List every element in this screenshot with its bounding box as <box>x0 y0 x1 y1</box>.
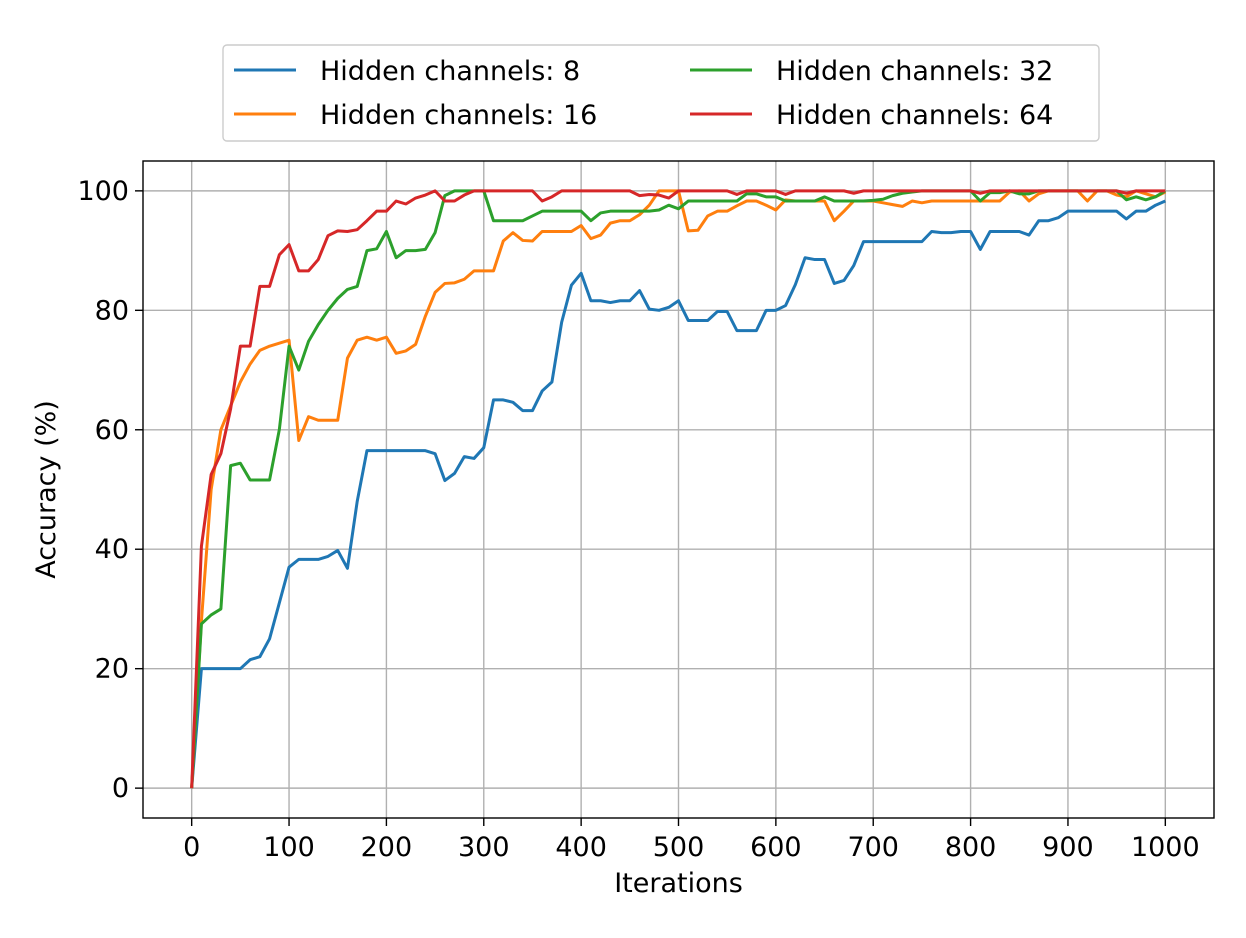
x-tick-label: 100 <box>263 832 315 863</box>
y-tick-label: 0 <box>112 773 129 804</box>
x-tick-label: 400 <box>555 832 607 863</box>
x-tick-label: 500 <box>653 832 705 863</box>
y-tick-label: 20 <box>95 654 129 685</box>
legend-items: Hidden channels: 8 Hidden channels: 16 Hid… <box>234 56 1053 131</box>
legend-label-4: Hidden channels: 64 <box>776 100 1053 131</box>
y-tick-label: 60 <box>95 415 129 446</box>
x-tick-label: 1000 <box>1131 832 1200 863</box>
y-axis-label: Accuracy (%) <box>31 400 62 579</box>
y-tick-label: 80 <box>95 295 129 326</box>
x-tick-label: 700 <box>847 832 899 863</box>
x-tick-label: 800 <box>945 832 997 863</box>
x-tick-label: 300 <box>458 832 510 863</box>
x-axis-label: Iterations <box>614 868 743 899</box>
axis-ticks: 0 100 200 300 400 500 600 700 800 900 1000 0 20 40 60 8… <box>77 176 1199 863</box>
series-line-4 <box>190 189 1166 789</box>
x-tick-label: 600 <box>750 832 802 863</box>
x-tick-label: 200 <box>361 832 413 863</box>
legend-box <box>222 44 1100 142</box>
legend-label-3: Hidden channels: 32 <box>776 56 1053 87</box>
x-tick-label: 900 <box>1042 832 1094 863</box>
series-line-1 <box>190 199 1166 789</box>
x-tick-label: 0 <box>183 832 200 863</box>
legend: Hidden channels: 8 Hidden channels: 16 Hid… <box>222 44 1100 142</box>
grid-lines <box>143 161 1214 818</box>
y-tick-label: 100 <box>77 176 129 207</box>
legend-label-1: Hidden channels: 8 <box>320 56 580 87</box>
series-lines <box>190 189 1167 789</box>
legend-label-2: Hidden channels: 16 <box>320 100 597 131</box>
y-tick-label: 40 <box>95 534 129 565</box>
